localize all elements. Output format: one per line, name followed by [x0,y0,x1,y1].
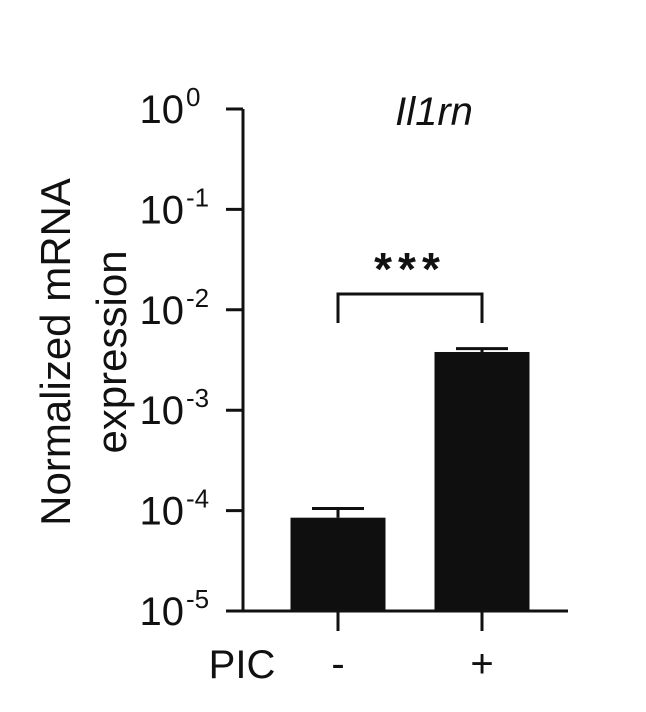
significance-annotation: *** [336,243,484,323]
y-tick-label: 10 [140,88,185,132]
y-tick-label: 10 [140,490,185,534]
x-axis-label: PIC [209,643,276,687]
y-tick-exponent: -2 [186,283,209,313]
y-axis-label-line: expression [88,250,135,453]
significance-stars: *** [374,243,446,295]
y-tick-label: 10 [140,590,185,634]
y-tick-exponent: -3 [186,383,209,413]
y-tick-exponent: -1 [186,182,209,212]
y-tick-label: 10 [140,289,185,333]
x-axis-categories: - + [331,611,494,686]
y-axis-label: Normalized mRNA expression [32,178,135,526]
axes [241,109,568,613]
y-tick-exponent: -4 [186,484,209,514]
chart-title: Il1rn [395,90,473,134]
y-axis-label-line: Normalized mRNA [32,178,79,526]
significance-bracket [336,292,484,323]
x-category-label: - [331,642,344,686]
bar [290,517,386,610]
y-tick-label: 10 [140,188,185,232]
bars [290,347,530,610]
y-tick-label: 10 [140,389,185,433]
y-tick-exponent: -5 [186,584,209,614]
bar [434,351,530,610]
x-category-label: + [470,642,493,686]
y-tick-exponent: 0 [186,82,200,112]
